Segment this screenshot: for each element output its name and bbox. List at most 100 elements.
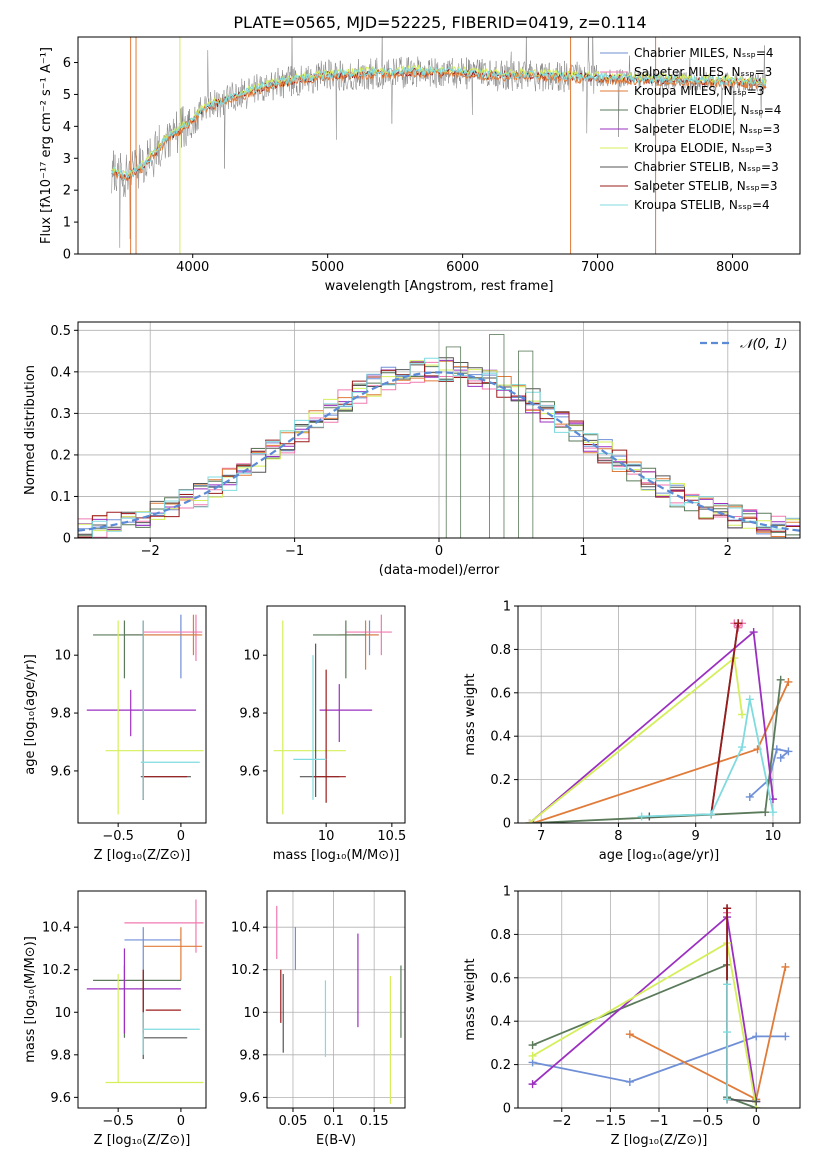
x-tick-label: −2 (552, 1114, 571, 1129)
legend-entry: Kroupa ELODIE, Nₛₛₚ=3 (634, 141, 772, 155)
weight-marker-chabrier_miles (776, 753, 785, 762)
x-axis-label: age [log₁₀(age/yr)] (599, 848, 720, 863)
plot-area-age_vs_mass (273, 614, 392, 815)
weight-marker-salpeter_elodie (749, 628, 758, 637)
y-tick-label: 0.1 (50, 490, 71, 505)
weight-marker-chabrier_miles (772, 745, 781, 754)
x-tick-label: 0.15 (360, 1114, 389, 1129)
x-tick-label: 8000 (716, 260, 749, 275)
y-tick-label: 0.5 (50, 324, 71, 339)
x-tick-label: 10.5 (377, 829, 406, 844)
legend-entry: Salpeter MILES, Nₛₛₚ=3 (634, 65, 772, 79)
y-axis-label: Flux [fλ10⁻¹⁷ erg cm⁻² s⁻¹ A⁻¹] (39, 47, 54, 244)
x-tick-label: −0.5 (692, 1114, 724, 1129)
x-tick-label: 0 (177, 1114, 185, 1129)
x-tick-label: −1.5 (595, 1114, 627, 1129)
x-tick-label: 2 (724, 544, 732, 559)
weight-marker-kroupa_elodie (528, 1051, 537, 1060)
weight-line-chabrier_elodie (533, 679, 782, 823)
weight-marker-kroupa_stelib (738, 743, 747, 752)
weight-marker-chabrier_elodie (761, 808, 770, 817)
plot-area-residuals (78, 334, 800, 538)
y-tick-label: 0 (503, 817, 511, 832)
y-tick-label: 9.6 (50, 1091, 71, 1106)
x-tick-label: 5000 (311, 260, 344, 275)
x-tick-label: −1 (285, 544, 304, 559)
y-tick-label: 0 (503, 1102, 511, 1117)
plot-area-age_vs_Z (86, 614, 204, 815)
weight-marker-chabrier_miles (781, 1032, 790, 1041)
weight-marker-kroupa_stelib (707, 810, 716, 819)
legend-entry: Kroupa STELIB, Nₛₛₚ=4 (634, 198, 770, 212)
y-tick-label: 0.2 (490, 1058, 511, 1073)
y-tick-label: 10 (54, 1006, 71, 1021)
x-tick-label: −2 (141, 544, 160, 559)
y-tick-label: 0.4 (490, 1015, 511, 1030)
y-tick-label: 10 (54, 649, 71, 664)
panel-weight_vs_Z: −2 −1.5 −1 −0.5 0 0 0.2 0.4 0.6 0.8 1 Z [log₁₀(Z/Z⊙… (463, 885, 801, 1148)
axes-frame (77, 890, 207, 1109)
x-tick-label: 7000 (581, 260, 614, 275)
x-axis-label: (data-model)/error (379, 563, 500, 578)
x-tick-label: 6000 (446, 260, 479, 275)
model-fit-kroupa_stelib (111, 65, 767, 181)
y-tick-label: 9.6 (50, 764, 71, 779)
plot-area-mass_vs_Z (86, 899, 204, 1084)
y-tick-label: 10.4 (42, 921, 71, 936)
histogram-kroupa_stelib (78, 357, 800, 538)
panel-mass_vs_Z: −0.5 0 9.6 9.8 10 10.2 10.4 Z [log₁₀(Z/Z⊙)] mass… (23, 890, 207, 1148)
x-tick-label: 1 (579, 544, 587, 559)
legend-entry: Chabrier MILES, Nₛₛₚ=4 (634, 46, 774, 60)
weight-marker-kroupa_stelib (745, 695, 754, 704)
y-tick-label: 9.8 (50, 1048, 71, 1063)
weight-marker-chabrier_elodie (528, 1041, 537, 1050)
x-tick-label: −1 (649, 1114, 668, 1129)
y-tick-label: 0.2 (50, 448, 71, 463)
y-tick-label: 1 (63, 216, 71, 231)
y-tick-label: 0.4 (50, 365, 71, 380)
y-tick-label: 9.8 (239, 1048, 260, 1063)
y-tick-label: 0.8 (490, 643, 511, 658)
y-tick-label: 0.6 (490, 686, 511, 701)
panel-weight_vs_age: 7 8 9 10 0 0.2 0.4 0.6 0.8 1 age [log₁₀(age/yr)] ma… (463, 600, 801, 863)
y-tick-label: 4 (63, 120, 71, 135)
y-tick-label: 0.2 (490, 773, 511, 788)
y-tick-label: 1 (503, 885, 511, 900)
weight-marker-salpeter_elodie (528, 1080, 537, 1089)
x-tick-label: 7 (537, 829, 545, 844)
y-tick-label: 9.6 (239, 1091, 260, 1106)
x-axis-label: wavelength [Angstrom, rest frame] (325, 279, 554, 294)
weight-marker-kroupa_stelib (637, 812, 646, 821)
x-axis-label: mass [log₁₀(M/M⊙)] (273, 848, 400, 863)
axes-frame (266, 605, 406, 824)
weight-marker-salpeter_stelib (734, 619, 743, 628)
axes-frame (517, 605, 801, 824)
y-axis-label: mass weight (463, 673, 478, 755)
x-tick-label: −0.5 (102, 829, 134, 844)
x-tick-label: 8 (614, 829, 622, 844)
panel-age_vs_Z: −0.5 0 9.6 9.8 10 Z [log₁₀(Z/Z⊙)] age [log₁₀(a… (23, 605, 207, 863)
plot-area-weight_vs_Z (528, 904, 790, 1108)
weight-line-salpeter_stelib (710, 623, 740, 815)
weight-marker-chabrier_miles (752, 1032, 761, 1041)
y-tick-label: 0.8 (490, 928, 511, 943)
y-tick-label: 10.4 (231, 921, 260, 936)
normal-reference-curve (78, 371, 800, 532)
weight-marker-salpeter_stelib (723, 904, 732, 913)
weight-marker-chabrier_miles (784, 747, 793, 756)
weight-marker-kroupa_miles (625, 1030, 634, 1039)
x-tick-label: 4000 (176, 260, 209, 275)
legend-entry: Chabrier ELODIE, Nₛₛₚ=4 (634, 103, 781, 117)
weight-marker-kroupa_elodie (525, 819, 534, 823)
legend-entry: Salpeter STELIB, Nₛₛₚ=3 (634, 179, 778, 193)
x-tick-label: 0.1 (323, 1114, 344, 1129)
y-tick-label: 9.8 (50, 707, 71, 722)
y-tick-label: 10 (243, 649, 260, 664)
y-axis-label: age [log₁₀(age/yr)] (23, 654, 38, 775)
legend-entry: Chabrier STELIB, Nₛₛₚ=3 (634, 160, 779, 174)
y-tick-label: 0.4 (490, 730, 511, 745)
axes-frame (77, 605, 207, 824)
x-tick-label: 0.05 (278, 1114, 307, 1129)
weight-marker-kroupa_stelib (723, 1095, 732, 1104)
weight-marker-kroupa_miles (784, 677, 793, 686)
